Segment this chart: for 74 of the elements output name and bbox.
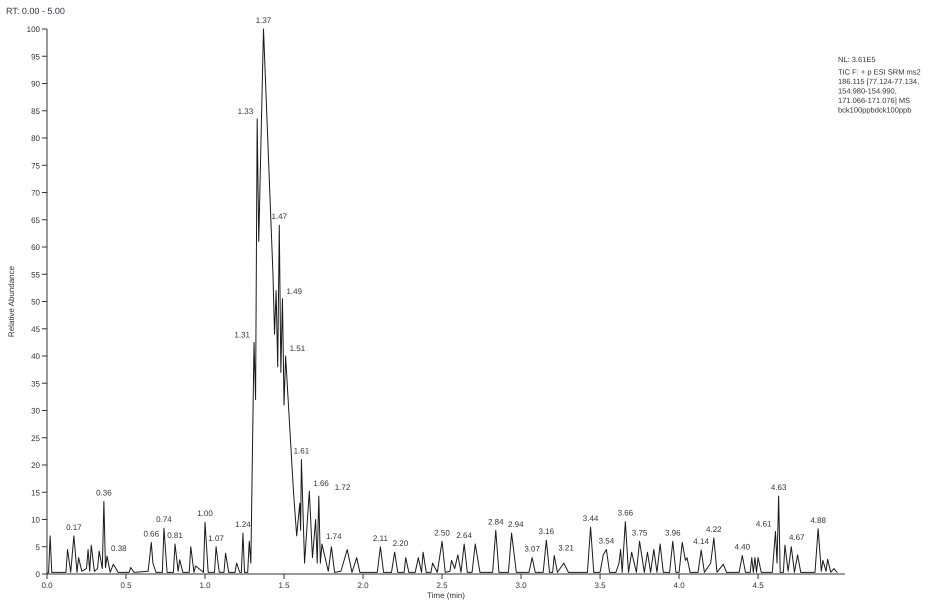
x-tick-label: 3.0 <box>515 581 528 590</box>
annotation: 3.75 <box>632 528 648 538</box>
x-tick-label: 3.5 <box>594 581 606 590</box>
annotation: 1.37 <box>256 16 272 25</box>
x-tick-label: 4.5 <box>752 581 764 590</box>
annotation: 0.66 <box>144 529 160 538</box>
y-tick-label: 80 <box>31 134 41 143</box>
annotation: 4.22 <box>706 525 722 534</box>
annotation: 1.51 <box>290 344 306 353</box>
annotation: 0.38 <box>111 544 128 554</box>
annotation: 1.47 <box>272 212 288 222</box>
annotation: 4.14 <box>693 537 710 546</box>
annotation: 1.72 <box>334 483 351 492</box>
y-tick-label: 20 <box>31 461 41 470</box>
annotation: 1.24 <box>235 520 252 530</box>
x-axis-title: Time (min) <box>427 591 466 600</box>
y-tick-label: 85 <box>31 106 41 116</box>
y-tick-label: 70 <box>31 188 41 198</box>
annotation: 4.88 <box>810 516 826 525</box>
y-tick-label: 65 <box>31 216 41 225</box>
y-tick-label: 90 <box>31 80 41 88</box>
annotation: 0.17 <box>66 522 82 532</box>
annotation: 4.61 <box>756 519 772 528</box>
x-tick-label: 2.5 <box>436 581 448 590</box>
y-axis-title: Relative Abundance <box>7 265 16 338</box>
y-tick-label: 0 <box>36 570 41 579</box>
y-tick-label: 30 <box>31 406 41 416</box>
annotation: 2.84 <box>488 517 504 526</box>
x-tick-label: 0.5 <box>120 581 132 590</box>
y-tick-label: 35 <box>31 379 41 388</box>
annotation: 4.40 <box>734 542 751 552</box>
x-tick-label: 1.5 <box>278 581 290 590</box>
annotation: 3.21 <box>558 543 574 552</box>
annotation: 4.63 <box>770 483 787 492</box>
y-tick-label: 100 <box>26 25 41 34</box>
annotation: 3.44 <box>582 514 599 524</box>
y-tick-label: 5 <box>36 542 41 552</box>
y-tick-label: 60 <box>31 243 41 252</box>
annotation: 1.74 <box>326 532 342 542</box>
x-tick-label: 0.0 <box>41 581 54 590</box>
y-tick-label: 75 <box>31 161 41 170</box>
annotation: 2.20 <box>392 539 409 548</box>
annotation: 0.81 <box>167 531 184 540</box>
y-tick-label: 10 <box>31 516 41 524</box>
annotation: 3.66 <box>618 508 634 518</box>
x-tick-label: 2.0 <box>357 581 370 590</box>
y-tick-label: 95 <box>31 52 41 62</box>
annotation: 2.64 <box>456 531 473 540</box>
annotation: 3.16 <box>538 527 555 536</box>
annotation: 2.11 <box>372 534 388 543</box>
annotation: 0.36 <box>96 488 112 498</box>
annotation: 3.07 <box>524 544 540 554</box>
annotation: 1.61 <box>294 446 310 456</box>
annotation: 3.96 <box>664 528 682 538</box>
annotation: 0.74 <box>156 515 172 524</box>
y-tick-label: 50 <box>31 298 41 306</box>
y-tick-label: 40 <box>31 352 41 361</box>
annotation: 1.31 <box>234 330 251 340</box>
annotation: 2.50 <box>434 528 450 538</box>
y-tick-label: 25 <box>31 434 41 443</box>
annotation: 2.94 <box>508 520 524 530</box>
x-tick-label: 1.0 <box>199 581 212 590</box>
annotation: 1.33 <box>238 106 254 116</box>
x-tick-label: 4.0 <box>674 581 686 590</box>
y-tick-label: 45 <box>31 324 41 334</box>
chart-title: RT: 0.00 - 5.00 <box>6 6 65 16</box>
y-tick-label: 55 <box>31 270 41 280</box>
annotation: 1.00 <box>197 509 214 518</box>
y-tick-label: 15 <box>31 488 41 498</box>
annotation: 1.66 <box>313 479 330 488</box>
annotation: 1.49 <box>286 286 303 296</box>
annotation: 3.54 <box>598 536 615 546</box>
annotation: 4.67 <box>788 533 806 542</box>
annotation: 1.07 <box>208 534 224 543</box>
